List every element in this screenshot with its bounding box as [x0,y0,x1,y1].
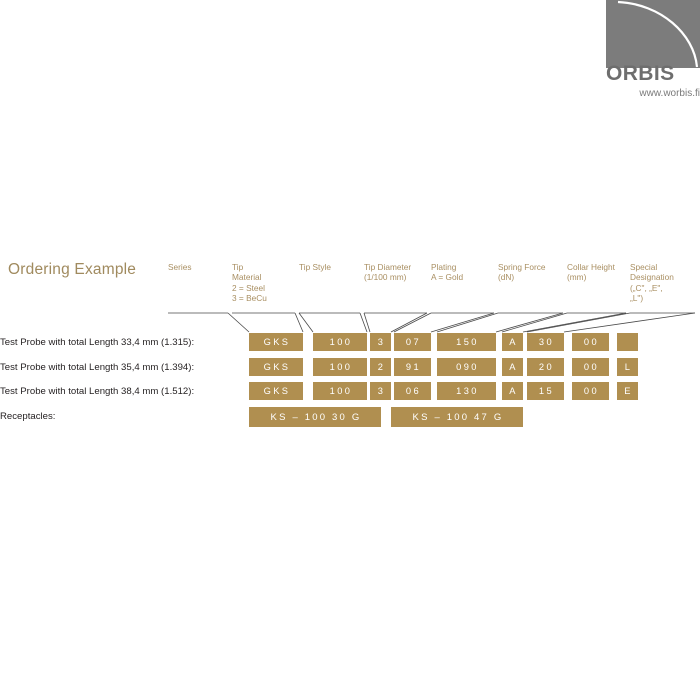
column-header-line: Designation [630,272,674,283]
column-header-spring-force: Spring Force (dN) [498,262,546,283]
code-box-plating-code: 150 [437,333,496,351]
column-header-line: 2 = Steel [232,282,265,293]
code-box-collar-height-code: 30 [527,333,564,351]
code-box-plating-code: 090 [437,358,496,376]
column-header-line: Tip Style [299,262,331,272]
code-box-series-code: GKS [249,358,303,376]
orbis-logo: ORBIS www.worbis.fi [606,0,700,104]
code-box-spring-force-code: A [502,333,523,351]
code-box-special-designation-code: 00 [572,333,609,351]
code-box-special-designation-code: 00 [572,382,609,400]
code-box-tip-diameter-code: 06 [394,382,431,400]
column-header-tip-material: Tip Material 2 = Steel 3 = BeCu [232,262,267,304]
column-header-line: (1/100 mm) [364,272,407,283]
code-box-plating-code: 130 [437,382,496,400]
connector-lines [168,312,696,333]
code-box-spring-force-code: A [502,382,523,400]
orbis-wordmark: ORBIS [606,62,675,85]
code-box-tip-diameter-code: 07 [394,333,431,351]
column-header-line: Tip [232,262,244,272]
code-box-tip-style-code: 3 [370,382,391,400]
code-box-spring-force-code: A [502,358,523,376]
code-box-series-code: GKS [249,333,303,351]
code-box-tip-diameter-code: 91 [394,358,431,376]
code-box-tip-material-code: 100 [313,382,367,400]
column-header-line: A = Gold [431,272,464,283]
column-header-line: Material [232,272,262,283]
row-label-test-probe-33-4: Test Probe with total Length 33,4 mm (1.… [0,337,195,348]
code-box-tip-style-code: 2 [370,358,391,376]
orbis-url: www.worbis.fi [639,88,700,99]
code-box-collar-height-code: 20 [527,358,564,376]
column-header-line: (mm) [567,272,587,283]
orbis-arc-swatch [606,0,700,68]
column-header-line: Plating [431,262,457,272]
code-box-collar-height-code: 15 [527,382,564,400]
column-header-plating: Plating A = Gold [431,262,463,283]
code-box-extra-code: E [617,382,638,400]
code-box-tip-style-code: 3 [370,333,391,351]
code-box-series-code: GKS [249,382,303,400]
code-box-extra-code: L [617,358,638,376]
column-header-collar-height: Collar Height (mm) [567,262,615,283]
column-header-special-designation: Special Designation („C", „E", „L") [630,262,674,304]
column-header-line: 3 = BeCu [232,293,267,304]
column-header-line: Series [168,262,192,272]
code-box-tip-material-code: 100 [313,333,367,351]
column-header-tip-diameter: Tip Diameter (1/100 mm) [364,262,411,283]
column-header-line: („C", „E", [630,282,663,293]
row-label-test-probe-35-4: Test Probe with total Length 35,4 mm (1.… [0,362,195,373]
column-header-line: Special [630,262,658,272]
column-header-series: Series [168,262,192,272]
row-label-receptacles: Receptacles: [0,411,56,422]
column-header-line: Collar Height [567,262,615,272]
column-header-line: Spring Force [498,262,546,272]
page-title: Ordering Example [8,261,137,278]
column-header-tip-style: Tip Style [299,262,331,272]
column-header-line: „L") [630,293,644,304]
code-box-receptacle-code-1: KS – 100 30 G [249,407,381,427]
code-box-receptacle-code-2: KS – 100 47 G [391,407,523,427]
column-header-line: Tip Diameter [364,262,412,272]
code-box-extra-code [617,333,638,351]
row-label-test-probe-38-4: Test Probe with total Length 38,4 mm (1.… [0,386,195,397]
code-box-special-designation-code: 00 [572,358,609,376]
column-header-line: (dN) [498,272,515,283]
code-box-tip-material-code: 100 [313,358,367,376]
